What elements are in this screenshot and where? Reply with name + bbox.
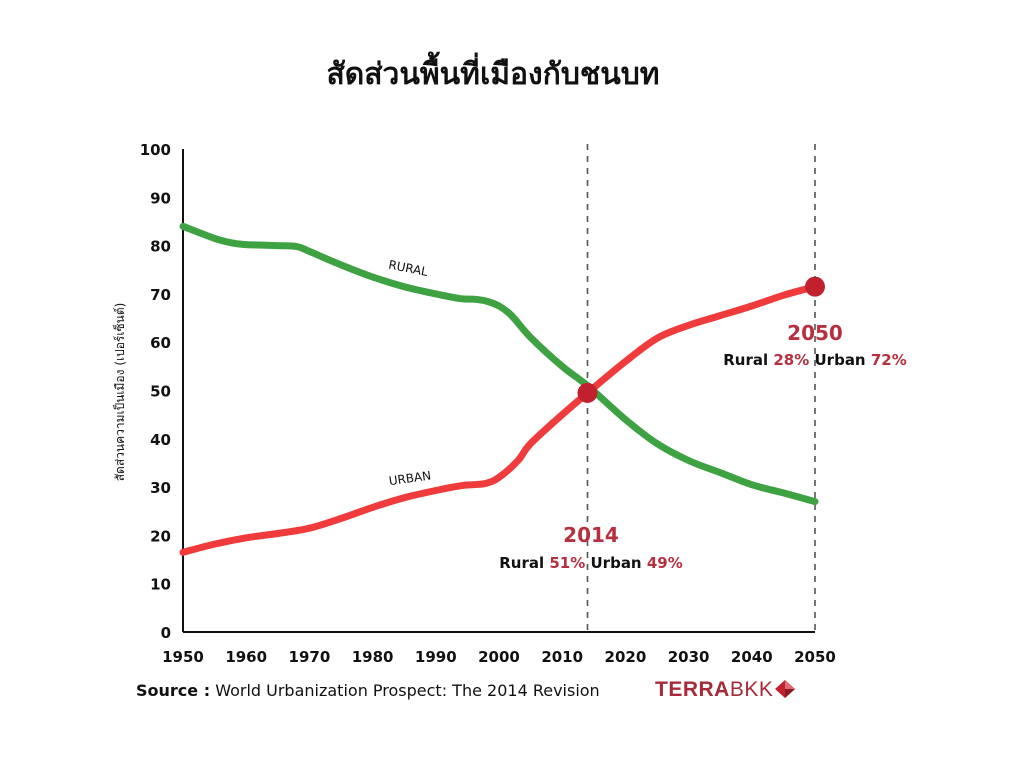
x-tick-label: 2030 bbox=[668, 648, 710, 666]
annotation-text-2050: Rural 28% Urban 72% bbox=[723, 351, 907, 369]
marker-2050 bbox=[805, 276, 825, 297]
marker-2014 bbox=[577, 382, 598, 403]
y-axis-label: สัดส่วนความเป็นเมือง (เปอร์เซ็นต์) bbox=[112, 303, 127, 482]
markers bbox=[577, 276, 825, 403]
x-tick-label: 2000 bbox=[478, 648, 520, 666]
x-tick-label: 1990 bbox=[415, 648, 457, 666]
source-text: World Urbanization Prospect: The 2014 Re… bbox=[215, 681, 600, 700]
x-tick-label: 2020 bbox=[605, 648, 647, 666]
y-tick-label: 70 bbox=[150, 286, 171, 304]
series-lines bbox=[179, 222, 819, 556]
y-tick-label: 80 bbox=[150, 238, 171, 256]
series-line-rural bbox=[179, 222, 819, 506]
terrabkk-logo: TERRABKK bbox=[655, 678, 796, 704]
series-line-urban bbox=[179, 283, 819, 556]
x-tick-label: 2010 bbox=[541, 648, 583, 666]
y-tick-label: 60 bbox=[150, 334, 171, 352]
x-tick-label: 2040 bbox=[731, 648, 773, 666]
x-tick-label: 1980 bbox=[352, 648, 394, 666]
y-tick-label: 20 bbox=[150, 527, 171, 545]
annotation-year-2014: 2014 bbox=[563, 523, 619, 547]
y-tick-label: 40 bbox=[150, 431, 171, 449]
x-tick-label: 1970 bbox=[289, 648, 331, 666]
x-tick-label: 2050 bbox=[794, 648, 836, 666]
annotations: 2014 Rural 51% Urban 49% 2050 Rural 28% Urb… bbox=[499, 321, 907, 572]
chart-title: สัดส่วนพื้นที่เมืองกับชนบท bbox=[326, 51, 659, 92]
logo-text-terra: TERRA bbox=[655, 678, 730, 701]
y-tick-label: 90 bbox=[150, 189, 171, 207]
source-label: Source : bbox=[136, 681, 211, 700]
annotation-year-2050: 2050 bbox=[787, 321, 843, 345]
y-tick-label: 10 bbox=[150, 576, 171, 594]
y-tick-label: 0 bbox=[161, 624, 171, 642]
series-label-rural: RURAL bbox=[387, 258, 429, 279]
series-label-urban: URBAN bbox=[388, 468, 432, 488]
x-tick-label: 1960 bbox=[225, 648, 267, 666]
y-tick-label: 50 bbox=[150, 383, 171, 401]
y-tick-label: 100 bbox=[140, 141, 171, 159]
diamond-logo-icon bbox=[775, 680, 796, 698]
logo-text-bkk: BKK bbox=[729, 678, 774, 701]
source-note: Source : World Urbanization Prospect: Th… bbox=[136, 681, 600, 700]
annotation-text-2014: Rural 51% Urban 49% bbox=[499, 554, 683, 572]
x-tick-label: 1950 bbox=[162, 648, 204, 666]
y-tick-label: 30 bbox=[150, 479, 171, 497]
